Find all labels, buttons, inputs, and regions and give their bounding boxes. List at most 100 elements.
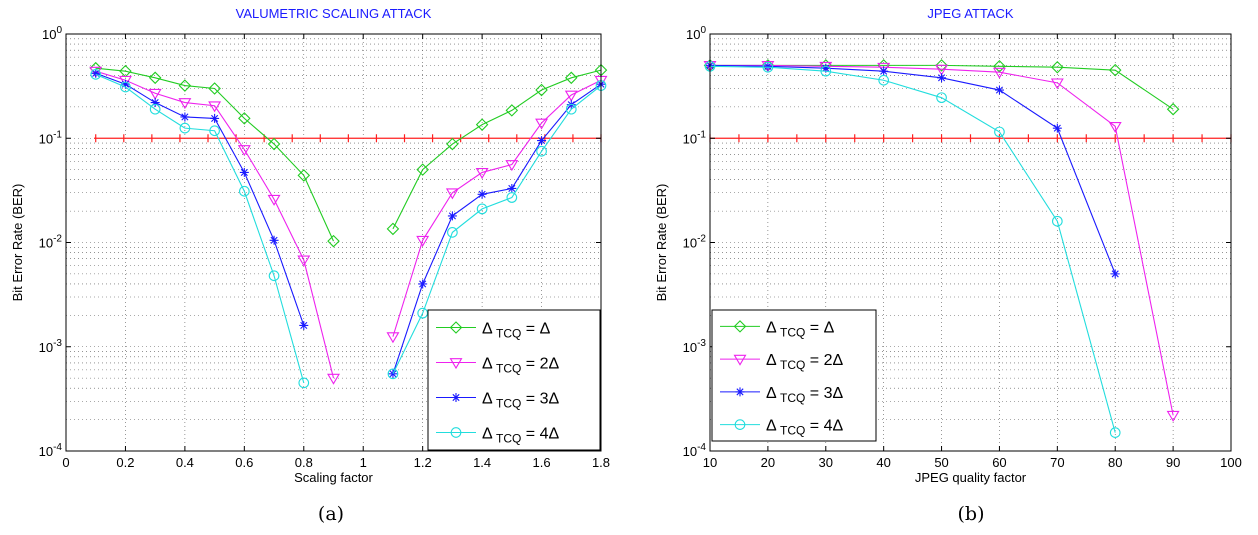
data-point: [994, 85, 1004, 95]
data-point: [327, 234, 340, 248]
legend-item: Δ TCQ = Δ: [436, 321, 551, 341]
legend-label: Δ TCQ = 2Δ: [766, 352, 843, 372]
x-tick-label: 1.2: [414, 455, 432, 470]
data-point: [416, 235, 430, 247]
data-point: [386, 222, 400, 236]
data-point: [269, 235, 279, 245]
x-tick-label: 1.8: [592, 455, 610, 470]
legend-item: Δ TCQ = Δ: [720, 319, 835, 339]
legend-item: Δ TCQ = 3Δ: [436, 391, 559, 411]
data-point: [507, 183, 517, 193]
series-line: [392, 69, 602, 230]
y-axis-label: Bit Error Rate (BER): [10, 184, 25, 302]
data-point: [388, 369, 398, 379]
legend: Δ TCQ = Δ Δ TCQ = 2Δ Δ TCQ = 3Δ Δ TCQ = 4Δ: [711, 309, 877, 442]
data-point: [821, 63, 831, 73]
y-axis-label: Bit Error Rate (BER): [654, 184, 669, 302]
data-point: [1109, 427, 1121, 438]
data-point: [445, 188, 459, 200]
x-tick-label: 20: [761, 455, 775, 470]
data-point: [820, 65, 832, 77]
data-point: [179, 122, 191, 134]
data-point: [1050, 78, 1064, 90]
data-point: [267, 137, 281, 151]
legend-label: Δ TCQ = 2Δ: [482, 356, 559, 376]
y-tick-label: 100: [686, 25, 706, 42]
data-point: [209, 125, 220, 137]
data-point: [237, 145, 251, 157]
x-tick-label: 0.4: [176, 455, 194, 470]
data-point: [935, 59, 948, 72]
data-point: [149, 103, 161, 115]
series-line: [710, 64, 1174, 416]
data-point: [90, 69, 102, 80]
x-axis-label: JPEG quality factor: [915, 470, 1027, 485]
data-point: [120, 81, 131, 93]
legend-item: Δ TCQ = 4Δ: [436, 426, 559, 446]
data-point: [299, 320, 309, 330]
legend-marker: [733, 320, 747, 333]
data-point: [1108, 121, 1122, 133]
axis-ticks: [65, 33, 602, 452]
data-point: [91, 68, 101, 78]
legend-item: Δ TCQ = 4Δ: [720, 418, 843, 438]
data-point: [994, 126, 1005, 138]
data-point: [298, 377, 310, 389]
legend-marker: [449, 358, 463, 370]
y-tick-label: 10-1: [39, 129, 63, 146]
data-point: [1108, 63, 1122, 77]
data-point: [506, 192, 518, 203]
data-point: [565, 103, 577, 115]
y-tick-label: 10-1: [683, 129, 707, 146]
legend-label: Δ TCQ = 4Δ: [766, 418, 843, 438]
x-tick-label: 90: [1166, 455, 1180, 470]
chart-title: VALUMETRIC SCALING ATTACK: [236, 6, 432, 21]
data-point: [935, 64, 949, 76]
data-point: [1051, 60, 1064, 74]
data-point: [120, 79, 130, 89]
legend-label: Δ TCQ = 3Δ: [482, 391, 559, 411]
legend-label: Δ TCQ = 4Δ: [482, 426, 559, 446]
data-point: [1166, 102, 1180, 116]
data-point: [505, 104, 519, 117]
y-tick-label: 10-3: [39, 338, 63, 355]
x-tick-label: 50: [934, 455, 948, 470]
legend-label: Δ TCQ = 3Δ: [766, 385, 843, 405]
series-line: [709, 64, 1116, 275]
data-point: [564, 90, 578, 102]
legend: Δ TCQ = Δ Δ TCQ = 2Δ Δ TCQ = 3Δ Δ TCQ = 4Δ: [427, 309, 601, 451]
series-2: [89, 66, 608, 385]
data-point: [238, 112, 251, 125]
data-point: [297, 255, 311, 267]
data-point: [564, 71, 578, 85]
figure-caption: (a): [318, 503, 344, 525]
threshold-ticks: [709, 134, 1232, 143]
legend-label: Δ TCQ = Δ: [766, 319, 835, 339]
x-axis-label: Scaling factor: [294, 470, 373, 485]
y-tick-label: 100: [42, 25, 62, 42]
legend-marker: [450, 427, 462, 438]
data-point: [447, 211, 457, 221]
data-point: [150, 98, 160, 108]
data-point: [238, 185, 250, 197]
x-tick-label: 0.8: [295, 455, 313, 470]
legend-marker: [735, 387, 745, 397]
axis-ticks: [709, 33, 1232, 452]
data-point: [387, 368, 399, 380]
x-tick-label: 1.6: [533, 455, 551, 470]
x-tick-label: 0.6: [235, 455, 253, 470]
x-tick-label: 30: [819, 455, 833, 470]
y-tick-label: 10-2: [683, 234, 707, 251]
series-line: [95, 73, 305, 384]
legend-marker: [733, 354, 747, 366]
legend-marker: [734, 419, 746, 430]
data-point: [992, 67, 1006, 79]
legend-item: Δ TCQ = 2Δ: [720, 352, 843, 372]
legend-marker: [449, 321, 463, 334]
data-point: [416, 163, 429, 176]
legend-item: Δ TCQ = 3Δ: [720, 385, 843, 405]
y-tick-label: 10-4: [39, 442, 63, 459]
legend-box: [427, 309, 601, 451]
series-line: [95, 67, 335, 242]
